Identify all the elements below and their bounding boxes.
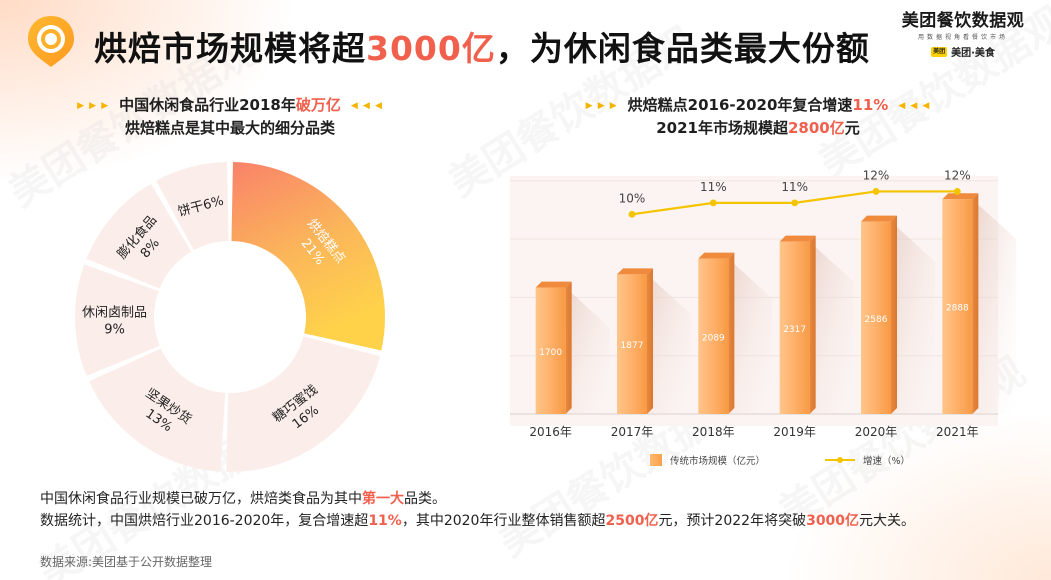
- legend-bar-swatch: [650, 454, 662, 466]
- bar-value-label: 1877: [621, 341, 644, 351]
- bar-shadow: [972, 199, 1017, 414]
- bar-subtitle: ▶ ▶ ▶ 烘焙糕点2016-2020年复合增速11% ◀ ◀ ◀ 2021年市场规…: [585, 96, 931, 137]
- growth-label: 11%: [781, 180, 808, 194]
- pie-chart: 烘焙糕点21%糖巧蜜饯16%坚果炒货13%休闲卤制品 9%膨化食品8%饼干6%: [75, 162, 385, 472]
- arrows-left-icon: ◀ ◀ ◀: [350, 100, 383, 111]
- bar-value-label: 2089: [702, 333, 725, 343]
- bar-top: [942, 193, 979, 200]
- brand-slogan: 用数据视角看餐饮市场: [917, 34, 1008, 41]
- pie-slice: [156, 162, 229, 251]
- legend-item-growth: 增速（%）: [825, 453, 910, 467]
- brand-name: 美团餐饮数据观: [901, 11, 1025, 31]
- x-tick-label: 2020年: [855, 425, 898, 439]
- bar-top: [698, 252, 735, 259]
- meituan-badge-icon: 美团: [931, 46, 948, 57]
- bar-top: [861, 215, 897, 222]
- bar-value-label: 2586: [865, 315, 888, 325]
- legend-line-swatch: [825, 457, 856, 463]
- bar-side: [565, 281, 572, 414]
- growth-point: [791, 199, 799, 207]
- summary-text: 中国休闲食品行业规模已破万亿，烘焙类食品为其中第一大品类。 数据统计，中国烘焙行…: [40, 488, 915, 532]
- summary-line: 数据统计，中国烘焙行业2016-2020年，复合增速超11%，其中2020年行业…: [40, 513, 916, 529]
- brand-mini-text: 美团·美食: [951, 48, 995, 59]
- bar: [698, 258, 729, 414]
- title-highlight: 3000亿: [366, 29, 496, 68]
- location-pin-logo-icon: [28, 16, 74, 67]
- bar-side: [809, 235, 816, 414]
- pie-subtitle: ▶ ▶ ▶ 中国休闲食品行业2018年破万亿 ◀ ◀ ◀ 烘焙糕点是其中最大的细分品…: [77, 96, 383, 137]
- page-title: 烘焙市场规模将超3000亿，为休闲食品类最大份额: [94, 29, 870, 68]
- bar: [617, 274, 647, 414]
- growth-point: [953, 188, 961, 195]
- bar-shadow: [809, 241, 854, 414]
- bar-value-label: 2317: [783, 325, 806, 335]
- bar-shadow: [647, 274, 691, 414]
- data-source: 数据来源:美团基于公开数据整理: [40, 555, 213, 569]
- bar-side: [728, 252, 735, 414]
- brand-mini: 美团 美团·美食: [893, 44, 1033, 59]
- growth-label: 10%: [619, 191, 646, 205]
- bar: [535, 287, 566, 414]
- growth-point: [628, 210, 636, 218]
- x-tick-label: 2021年: [936, 425, 979, 439]
- growth-label: 11%: [700, 180, 727, 194]
- growth-point: [709, 199, 717, 207]
- pie-slice: [231, 162, 385, 351]
- x-tick-label: 2016年: [529, 425, 572, 439]
- pie-slice: [88, 348, 226, 472]
- legend-label: 增速（%）: [863, 456, 911, 467]
- bar-top: [779, 235, 816, 242]
- bar-top: [535, 281, 572, 288]
- arrows-right-icon: ▶ ▶ ▶: [77, 100, 110, 111]
- bar-shadow: [891, 221, 935, 414]
- pie-slice: [86, 183, 192, 289]
- x-tick-label: 2017年: [611, 425, 654, 439]
- brand-logo: 美团餐饮数据观 用数据视角看餐饮市场 美团 美团·美食: [893, 6, 1033, 59]
- arrows-right-icon: ▶ ▶ ▶: [585, 100, 618, 111]
- bar: [861, 221, 891, 414]
- bar-side: [647, 268, 653, 414]
- bar-side: [972, 193, 979, 414]
- bar-side: [891, 215, 897, 414]
- bar-chart-legend: 传统市场规模（亿元） 增速（%）: [650, 453, 910, 467]
- bar-value-label: 1700: [539, 348, 562, 358]
- bar-shadow: [565, 287, 610, 414]
- pie-slice: [226, 336, 380, 472]
- legend-item-market-size: 传统市场规模（亿元）: [650, 453, 765, 467]
- legend-label: 传统市场规模（亿元）: [670, 456, 766, 467]
- bar-value-label: 2888: [946, 304, 969, 314]
- x-tick-label: 2018年: [692, 425, 735, 439]
- bar: [779, 241, 810, 414]
- growth-label: 12%: [863, 168, 890, 182]
- bar-shadow: [728, 258, 773, 414]
- growth-label: 12%: [944, 168, 971, 182]
- bar: [942, 199, 973, 414]
- x-tick-label: 2019年: [773, 425, 816, 439]
- bar-chart: 1700 2016年 1877 2017年 2089 2018年 2317 2019年 2586…: [510, 168, 1017, 439]
- summary-line: 中国休闲食品行业规模已破万亿，烘焙类食品为其中第一大品类。: [40, 491, 446, 507]
- bar-top: [617, 268, 653, 275]
- growth-point: [872, 188, 880, 195]
- pie-slice: [75, 264, 160, 376]
- pie-slice-label: 休闲卤制品 9%: [82, 304, 147, 337]
- arrows-left-icon: ◀ ◀ ◀: [898, 100, 931, 111]
